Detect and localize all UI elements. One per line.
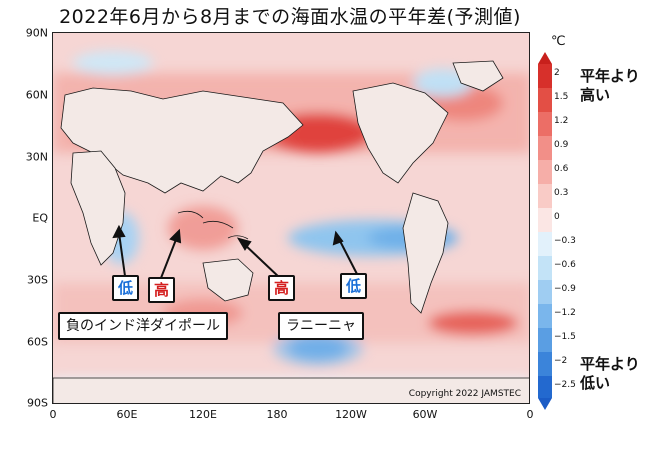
lat-label-30s: 30S bbox=[27, 273, 48, 287]
colorbar-tick: −1.2 bbox=[554, 308, 576, 318]
indian-ocean-low-label: 低 bbox=[112, 275, 140, 301]
colorbar-tick: −0.9 bbox=[554, 284, 576, 294]
colorbar-tick: 1.2 bbox=[554, 116, 569, 126]
colorbar-tick: −2.5 bbox=[554, 380, 576, 390]
indian-ocean-high-label: 高 bbox=[148, 277, 176, 303]
sst-anomaly-map: Copyright 2022 JAMSTEC bbox=[52, 32, 530, 404]
cold-note-line1: 平年より bbox=[580, 355, 640, 373]
la-nina-label: ラニーニャ bbox=[278, 312, 364, 340]
lat-label-60s: 60S bbox=[27, 335, 48, 349]
cold-note-line2: 低い bbox=[580, 374, 611, 392]
colorbar-tick: −1.5 bbox=[554, 332, 576, 342]
lon-label-120w: 120W bbox=[335, 408, 367, 421]
lon-label-0: 0 bbox=[49, 408, 57, 421]
map-field bbox=[53, 33, 529, 403]
map-title: 2022年6月から8月までの海面水温の平年差(予測値) bbox=[59, 6, 521, 28]
lat-label-30n: 30N bbox=[25, 150, 48, 164]
lon-label-60e: 60E bbox=[116, 408, 138, 421]
colorbar-tick: 2 bbox=[554, 68, 560, 78]
lat-label-60n: 60N bbox=[25, 88, 48, 102]
colorbar-tick: 0.9 bbox=[554, 140, 569, 150]
negative-iod-label: 負のインド洋ダイポール bbox=[58, 312, 228, 340]
colorbar-unit: ℃ bbox=[551, 34, 566, 49]
colorbar bbox=[538, 52, 552, 410]
east-pacific-low-label: 低 bbox=[340, 273, 368, 299]
colorbar-tick: −2 bbox=[554, 356, 568, 366]
colorbar-tick: 1.5 bbox=[554, 92, 569, 102]
lat-label-eq: EQ bbox=[32, 211, 48, 225]
colorbar-tick: −0.3 bbox=[554, 236, 576, 246]
warm-note-line2: 高い bbox=[580, 86, 611, 104]
warm-note-line1: 平年より bbox=[580, 67, 640, 85]
lon-label-60w: 60W bbox=[412, 408, 438, 421]
lat-label-90n: 90N bbox=[25, 26, 48, 40]
lon-label-0-right: 0 bbox=[526, 408, 534, 421]
colorbar-tick: 0.3 bbox=[554, 188, 569, 198]
lat-label-90s: 90S bbox=[27, 396, 48, 410]
lon-label-180: 180 bbox=[266, 408, 288, 421]
colorbar-tick: 0.6 bbox=[554, 164, 569, 174]
lon-label-120e: 120E bbox=[189, 408, 217, 421]
colorbar-tick: 0 bbox=[554, 212, 560, 222]
west-pacific-high-label: 高 bbox=[268, 275, 296, 301]
colorbar-tick: −0.6 bbox=[554, 260, 576, 270]
copyright-text: Copyright 2022 JAMSTEC bbox=[408, 389, 521, 399]
